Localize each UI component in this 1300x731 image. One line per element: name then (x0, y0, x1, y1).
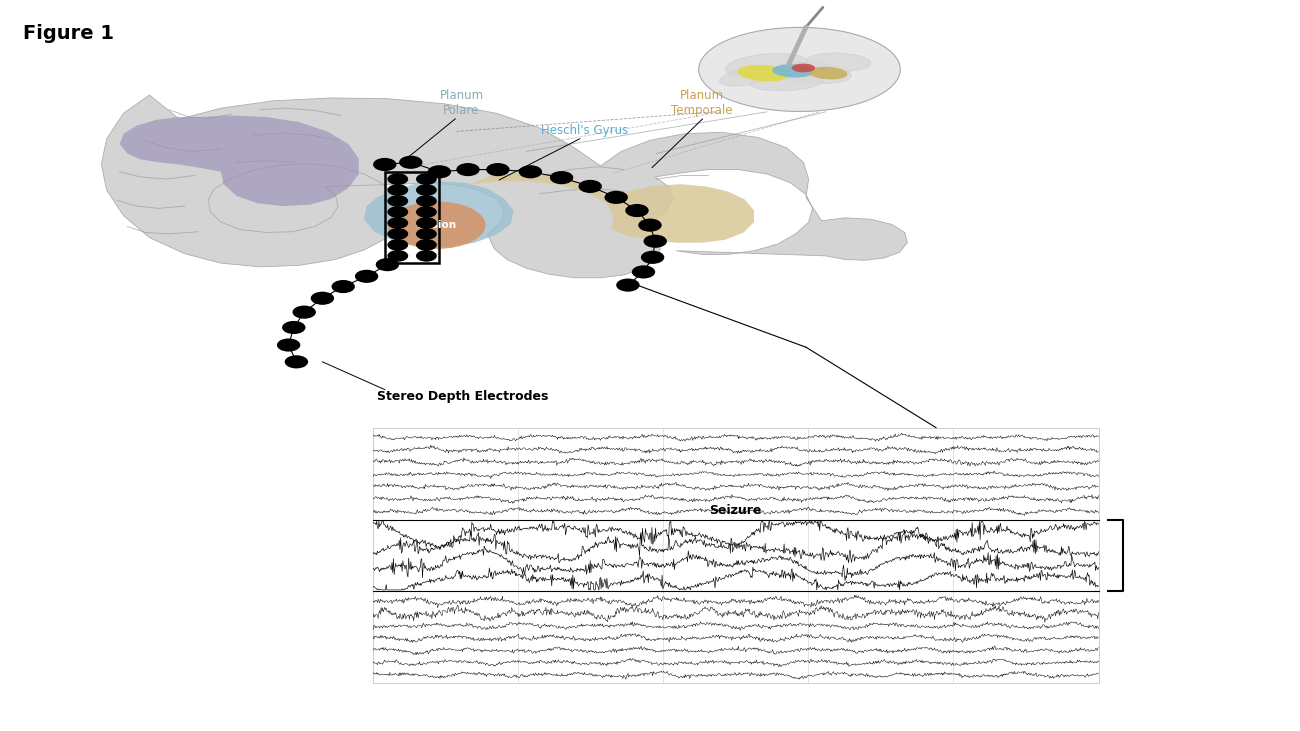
Circle shape (416, 239, 437, 251)
Ellipse shape (772, 64, 814, 77)
Circle shape (604, 191, 628, 204)
Polygon shape (471, 173, 754, 243)
Circle shape (355, 270, 378, 283)
Circle shape (616, 279, 640, 292)
Ellipse shape (720, 67, 775, 86)
Text: Lesion: Lesion (417, 220, 456, 230)
Circle shape (550, 171, 573, 184)
Circle shape (641, 251, 664, 264)
Circle shape (387, 217, 408, 229)
Circle shape (332, 280, 355, 293)
Ellipse shape (737, 65, 789, 81)
Circle shape (428, 165, 451, 178)
Circle shape (625, 204, 649, 217)
Circle shape (519, 165, 542, 178)
Ellipse shape (809, 67, 848, 80)
Circle shape (387, 206, 408, 218)
Text: Planum
Polare: Planum Polare (439, 89, 484, 117)
Circle shape (285, 355, 308, 368)
Circle shape (311, 292, 334, 305)
Circle shape (644, 235, 667, 248)
Circle shape (416, 173, 437, 185)
Circle shape (416, 250, 437, 262)
Bar (373, 428, 1098, 683)
Circle shape (282, 321, 306, 334)
Circle shape (456, 163, 480, 176)
Circle shape (416, 195, 437, 207)
Circle shape (416, 228, 437, 240)
Ellipse shape (725, 53, 809, 78)
Polygon shape (120, 115, 359, 206)
Circle shape (292, 306, 316, 319)
Circle shape (638, 219, 662, 232)
Circle shape (416, 217, 437, 229)
Circle shape (486, 163, 510, 176)
Circle shape (387, 250, 408, 262)
Circle shape (387, 239, 408, 251)
Circle shape (387, 228, 408, 240)
Circle shape (387, 184, 408, 196)
Ellipse shape (792, 64, 815, 72)
Polygon shape (364, 181, 514, 247)
Ellipse shape (751, 75, 822, 91)
Ellipse shape (806, 53, 871, 72)
Text: Stereo Depth Electrodes: Stereo Depth Electrodes (377, 390, 549, 403)
Circle shape (387, 195, 408, 207)
Circle shape (416, 206, 437, 218)
Text: Seizure: Seizure (710, 504, 762, 517)
Circle shape (277, 338, 300, 352)
Ellipse shape (774, 63, 852, 83)
Circle shape (632, 265, 655, 279)
Text: Heschl's Gyrus: Heschl's Gyrus (541, 124, 629, 137)
Circle shape (399, 156, 422, 169)
Circle shape (376, 258, 399, 271)
Ellipse shape (699, 27, 900, 111)
Circle shape (387, 173, 408, 185)
Circle shape (416, 184, 437, 196)
Text: Figure 1: Figure 1 (23, 24, 114, 43)
Text: Planum
Temporale: Planum Temporale (671, 89, 733, 117)
Circle shape (578, 180, 602, 193)
Polygon shape (101, 95, 907, 278)
Bar (385, 172, 439, 263)
Circle shape (373, 158, 396, 171)
Ellipse shape (387, 201, 486, 249)
